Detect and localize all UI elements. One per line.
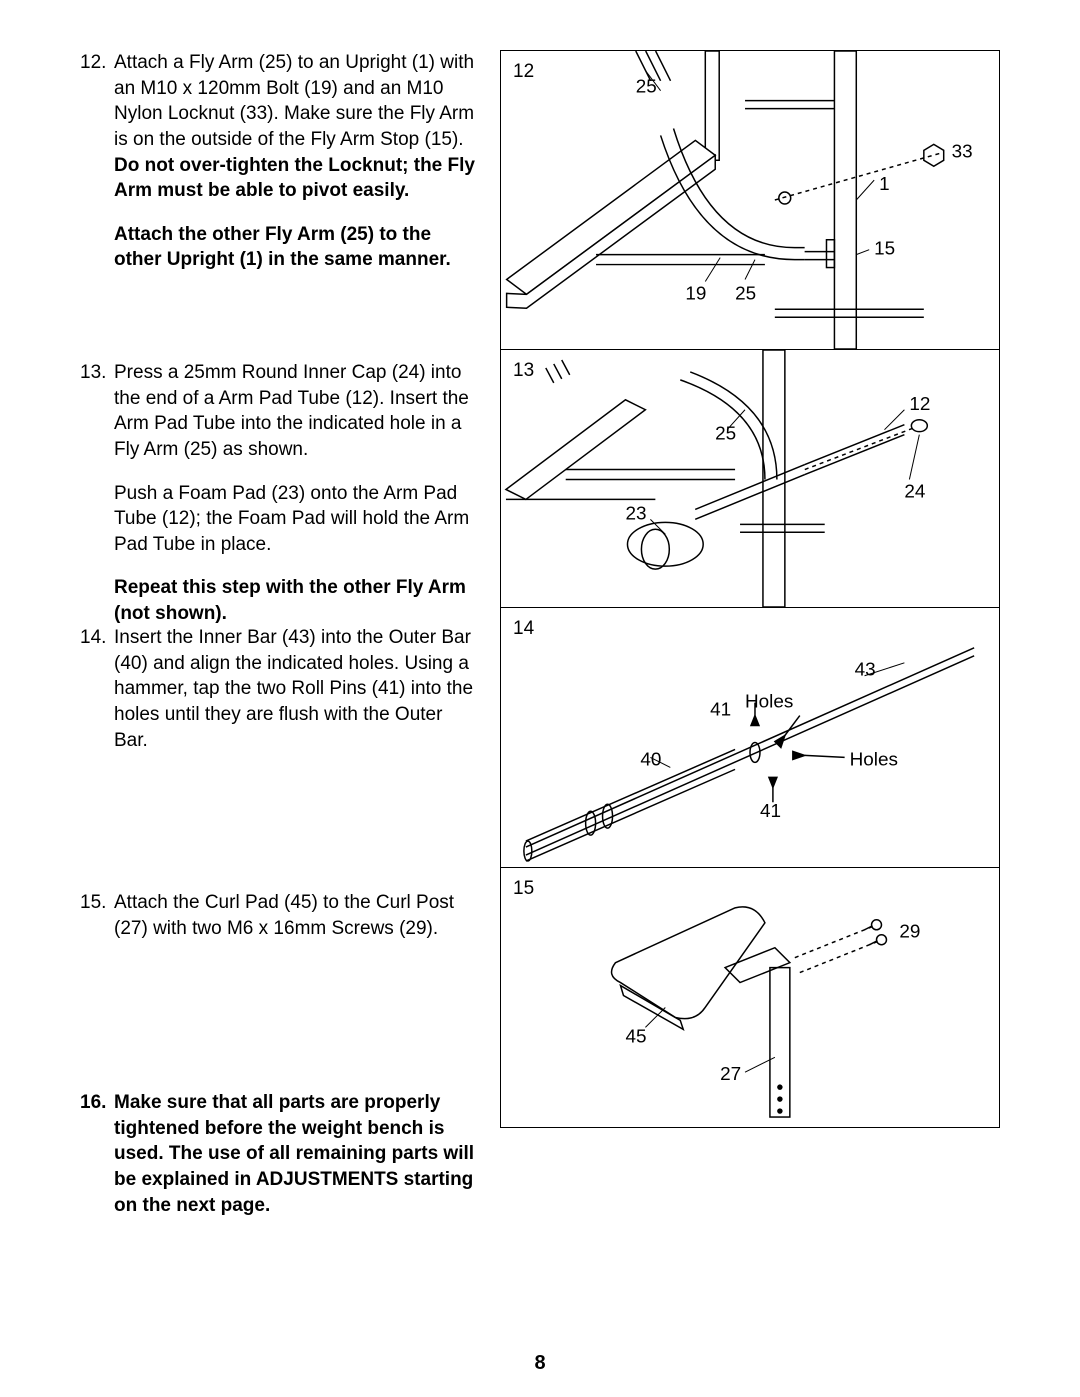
step-12: 12. Attach a Fly Arm (25) to an Upright …: [80, 50, 480, 291]
figure-number: 14: [513, 616, 534, 642]
step-paragraph: Press a 25mm Round Inner Cap (24) into t…: [114, 360, 480, 463]
figure-13: 13: [500, 350, 1000, 608]
figure-14: 14: [500, 608, 1000, 868]
callout-45: 45: [625, 1026, 646, 1047]
callout-1: 1: [879, 173, 890, 194]
step-text: Attach a Fly Arm (25) to an Upright (1) …: [114, 52, 474, 150]
figure-13-svg: 12 25 24 23: [501, 350, 999, 607]
callout-15: 15: [874, 238, 895, 259]
figure-15: 15: [500, 868, 1000, 1128]
step-paragraph: Attach a Fly Arm (25) to an Upright (1) …: [114, 50, 480, 204]
step-number: 14.: [80, 625, 114, 771]
callout-29: 29: [899, 922, 920, 943]
figure-14-svg: 43 Holes 41 40 Holes 41: [501, 608, 999, 867]
step-paragraph: Attach the Curl Pad (45) to the Curl Pos…: [114, 890, 480, 941]
step-body: Attach a Fly Arm (25) to an Upright (1) …: [114, 50, 480, 291]
step-text-bold: Do not over-tighten the Locknut; the Fly…: [114, 155, 475, 202]
callout-25: 25: [735, 282, 756, 303]
step-paragraph: Push a Foam Pad (23) onto the Arm Pad Tu…: [114, 481, 480, 558]
page-container: 12. Attach a Fly Arm (25) to an Upright …: [80, 50, 1000, 1337]
callout-19: 19: [685, 282, 706, 303]
callout-23: 23: [625, 503, 646, 524]
figure-12: 12: [500, 50, 1000, 350]
callout-27: 27: [720, 1064, 741, 1085]
figures-column: 12: [500, 50, 1000, 1337]
figure-12-svg: 25 33 1 15 25 19: [501, 51, 999, 349]
step-16: 16. Make sure that all parts are properl…: [80, 1090, 480, 1236]
callout-holes: Holes: [850, 749, 898, 770]
callout-holes: Holes: [745, 692, 793, 713]
step-paragraph: Insert the Inner Bar (43) into the Outer…: [114, 625, 480, 753]
callout-25: 25: [715, 424, 736, 445]
instructions-column: 12. Attach a Fly Arm (25) to an Upright …: [80, 50, 480, 1337]
step-body: Attach the Curl Pad (45) to the Curl Pos…: [114, 890, 480, 959]
figure-number: 12: [513, 59, 534, 85]
step-body: Press a 25mm Round Inner Cap (24) into t…: [114, 360, 480, 645]
callout-43: 43: [855, 660, 876, 681]
figure-number: 15: [513, 876, 534, 902]
step-paragraph: Make sure that all parts are properly ti…: [114, 1090, 480, 1218]
step-15: 15. Attach the Curl Pad (45) to the Curl…: [80, 890, 480, 959]
step-paragraph: Attach the other Fly Arm (25) to the oth…: [114, 222, 480, 273]
step-number: 15.: [80, 890, 114, 959]
callout-24: 24: [904, 481, 925, 502]
callout-41: 41: [710, 700, 731, 721]
callout-33: 33: [952, 140, 973, 161]
step-number: 16.: [80, 1090, 114, 1236]
page-number: 8: [0, 1350, 1080, 1377]
step-body: Make sure that all parts are properly ti…: [114, 1090, 480, 1236]
callout-25: 25: [636, 76, 657, 97]
figure-15-svg: 29 45 27: [501, 868, 999, 1127]
step-number: 13.: [80, 360, 114, 645]
callout-40: 40: [640, 749, 661, 770]
step-14: 14. Insert the Inner Bar (43) into the O…: [80, 625, 480, 771]
callout-41: 41: [760, 801, 781, 822]
step-13: 13. Press a 25mm Round Inner Cap (24) in…: [80, 360, 480, 645]
figure-number: 13: [513, 358, 534, 384]
callout-12: 12: [909, 394, 930, 415]
step-number: 12.: [80, 50, 114, 291]
step-paragraph: Repeat this step with the other Fly Arm …: [114, 575, 480, 626]
step-body: Insert the Inner Bar (43) into the Outer…: [114, 625, 480, 771]
